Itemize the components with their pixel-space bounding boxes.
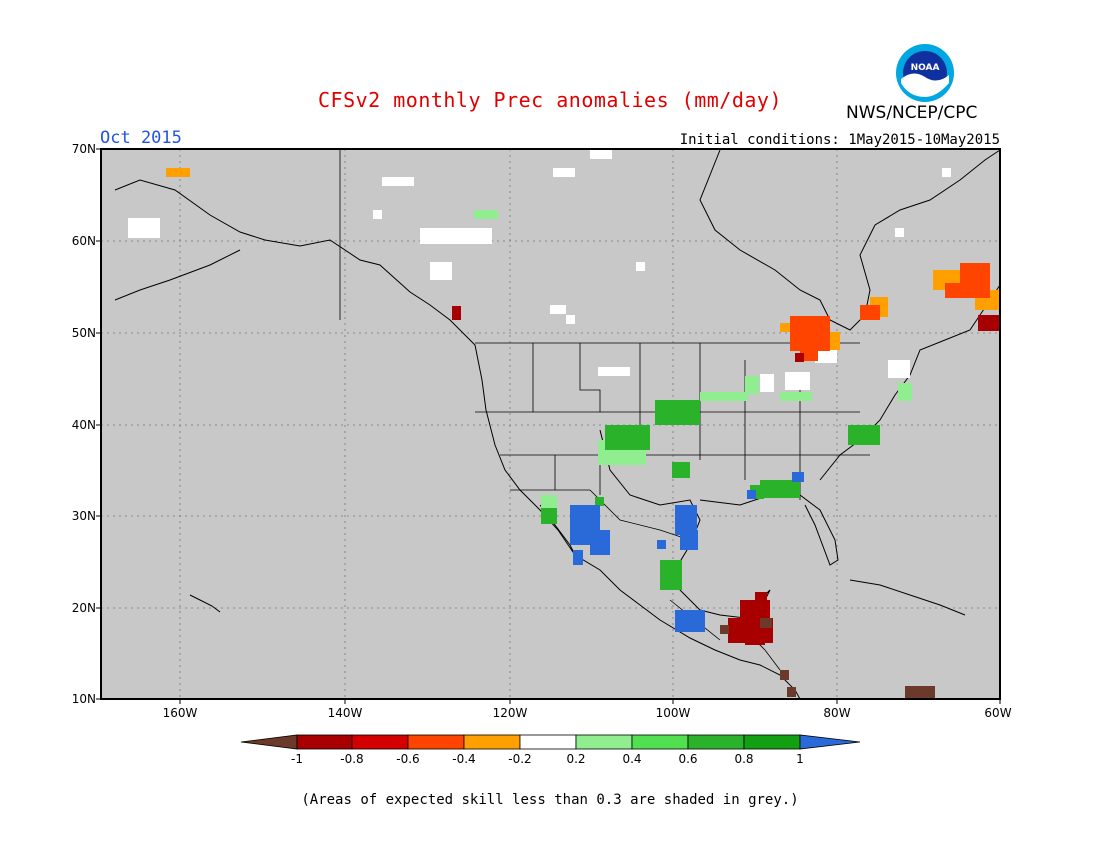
colorbar-label: -0.6 [396, 752, 420, 766]
skill-footnote: (Areas of expected skill less than 0.3 a… [301, 792, 799, 808]
lat-label-50n: 50N [71, 326, 96, 340]
anomaly-blue [570, 472, 804, 632]
colorbar-label: -1 [291, 752, 303, 766]
anomaly-brown [720, 618, 935, 698]
anomaly-green [541, 400, 880, 590]
lat-label-10n: 10N [71, 692, 96, 706]
lon-label-160w: 160W [162, 706, 198, 720]
chart-title: CFSv2 monthly Prec anomalies (mm/day) [317, 88, 783, 112]
graticule [101, 149, 1000, 699]
lat-label-40n: 40N [71, 418, 96, 432]
colorbar [240, 734, 861, 750]
anomaly-redorange [790, 263, 990, 361]
forecast-month: Oct 2015 [100, 128, 182, 148]
colorbar-label: 0.2 [566, 752, 586, 766]
colorbar-label: -0.4 [452, 752, 476, 766]
colorbar-label: 0.4 [622, 752, 642, 766]
lat-label-20n: 20N [71, 601, 96, 615]
lon-label-120w: 120W [492, 706, 528, 720]
colorbar-label: 0.8 [734, 752, 754, 766]
lat-label-30n: 30N [71, 509, 96, 523]
agency-label: NWS/NCEP/CPC [846, 103, 978, 123]
noaa-logo: NOAA [896, 44, 954, 102]
lat-label-60n: 60N [71, 234, 96, 248]
lon-label-100w: 100W [655, 706, 691, 720]
colorbar-label: 1 [796, 752, 804, 766]
logo-text: NOAA [911, 63, 940, 73]
lon-label-60w: 60W [984, 706, 1012, 720]
lat-label-70n: 70N [71, 142, 96, 156]
lon-label-80w: 80W [823, 706, 851, 720]
colorbar-label: -0.8 [340, 752, 364, 766]
initial-conditions: Initial conditions: 1May2015-10May2015 [679, 132, 1000, 148]
map-background [101, 149, 1000, 699]
anomaly-darkred [452, 306, 1000, 645]
colorbar-label: -0.2 [508, 752, 532, 766]
colorbar-low-arrow [240, 734, 298, 750]
lon-label-140w: 140W [327, 706, 363, 720]
colorbar-high-arrow [799, 734, 861, 750]
colorbar-label: 0.6 [678, 752, 698, 766]
